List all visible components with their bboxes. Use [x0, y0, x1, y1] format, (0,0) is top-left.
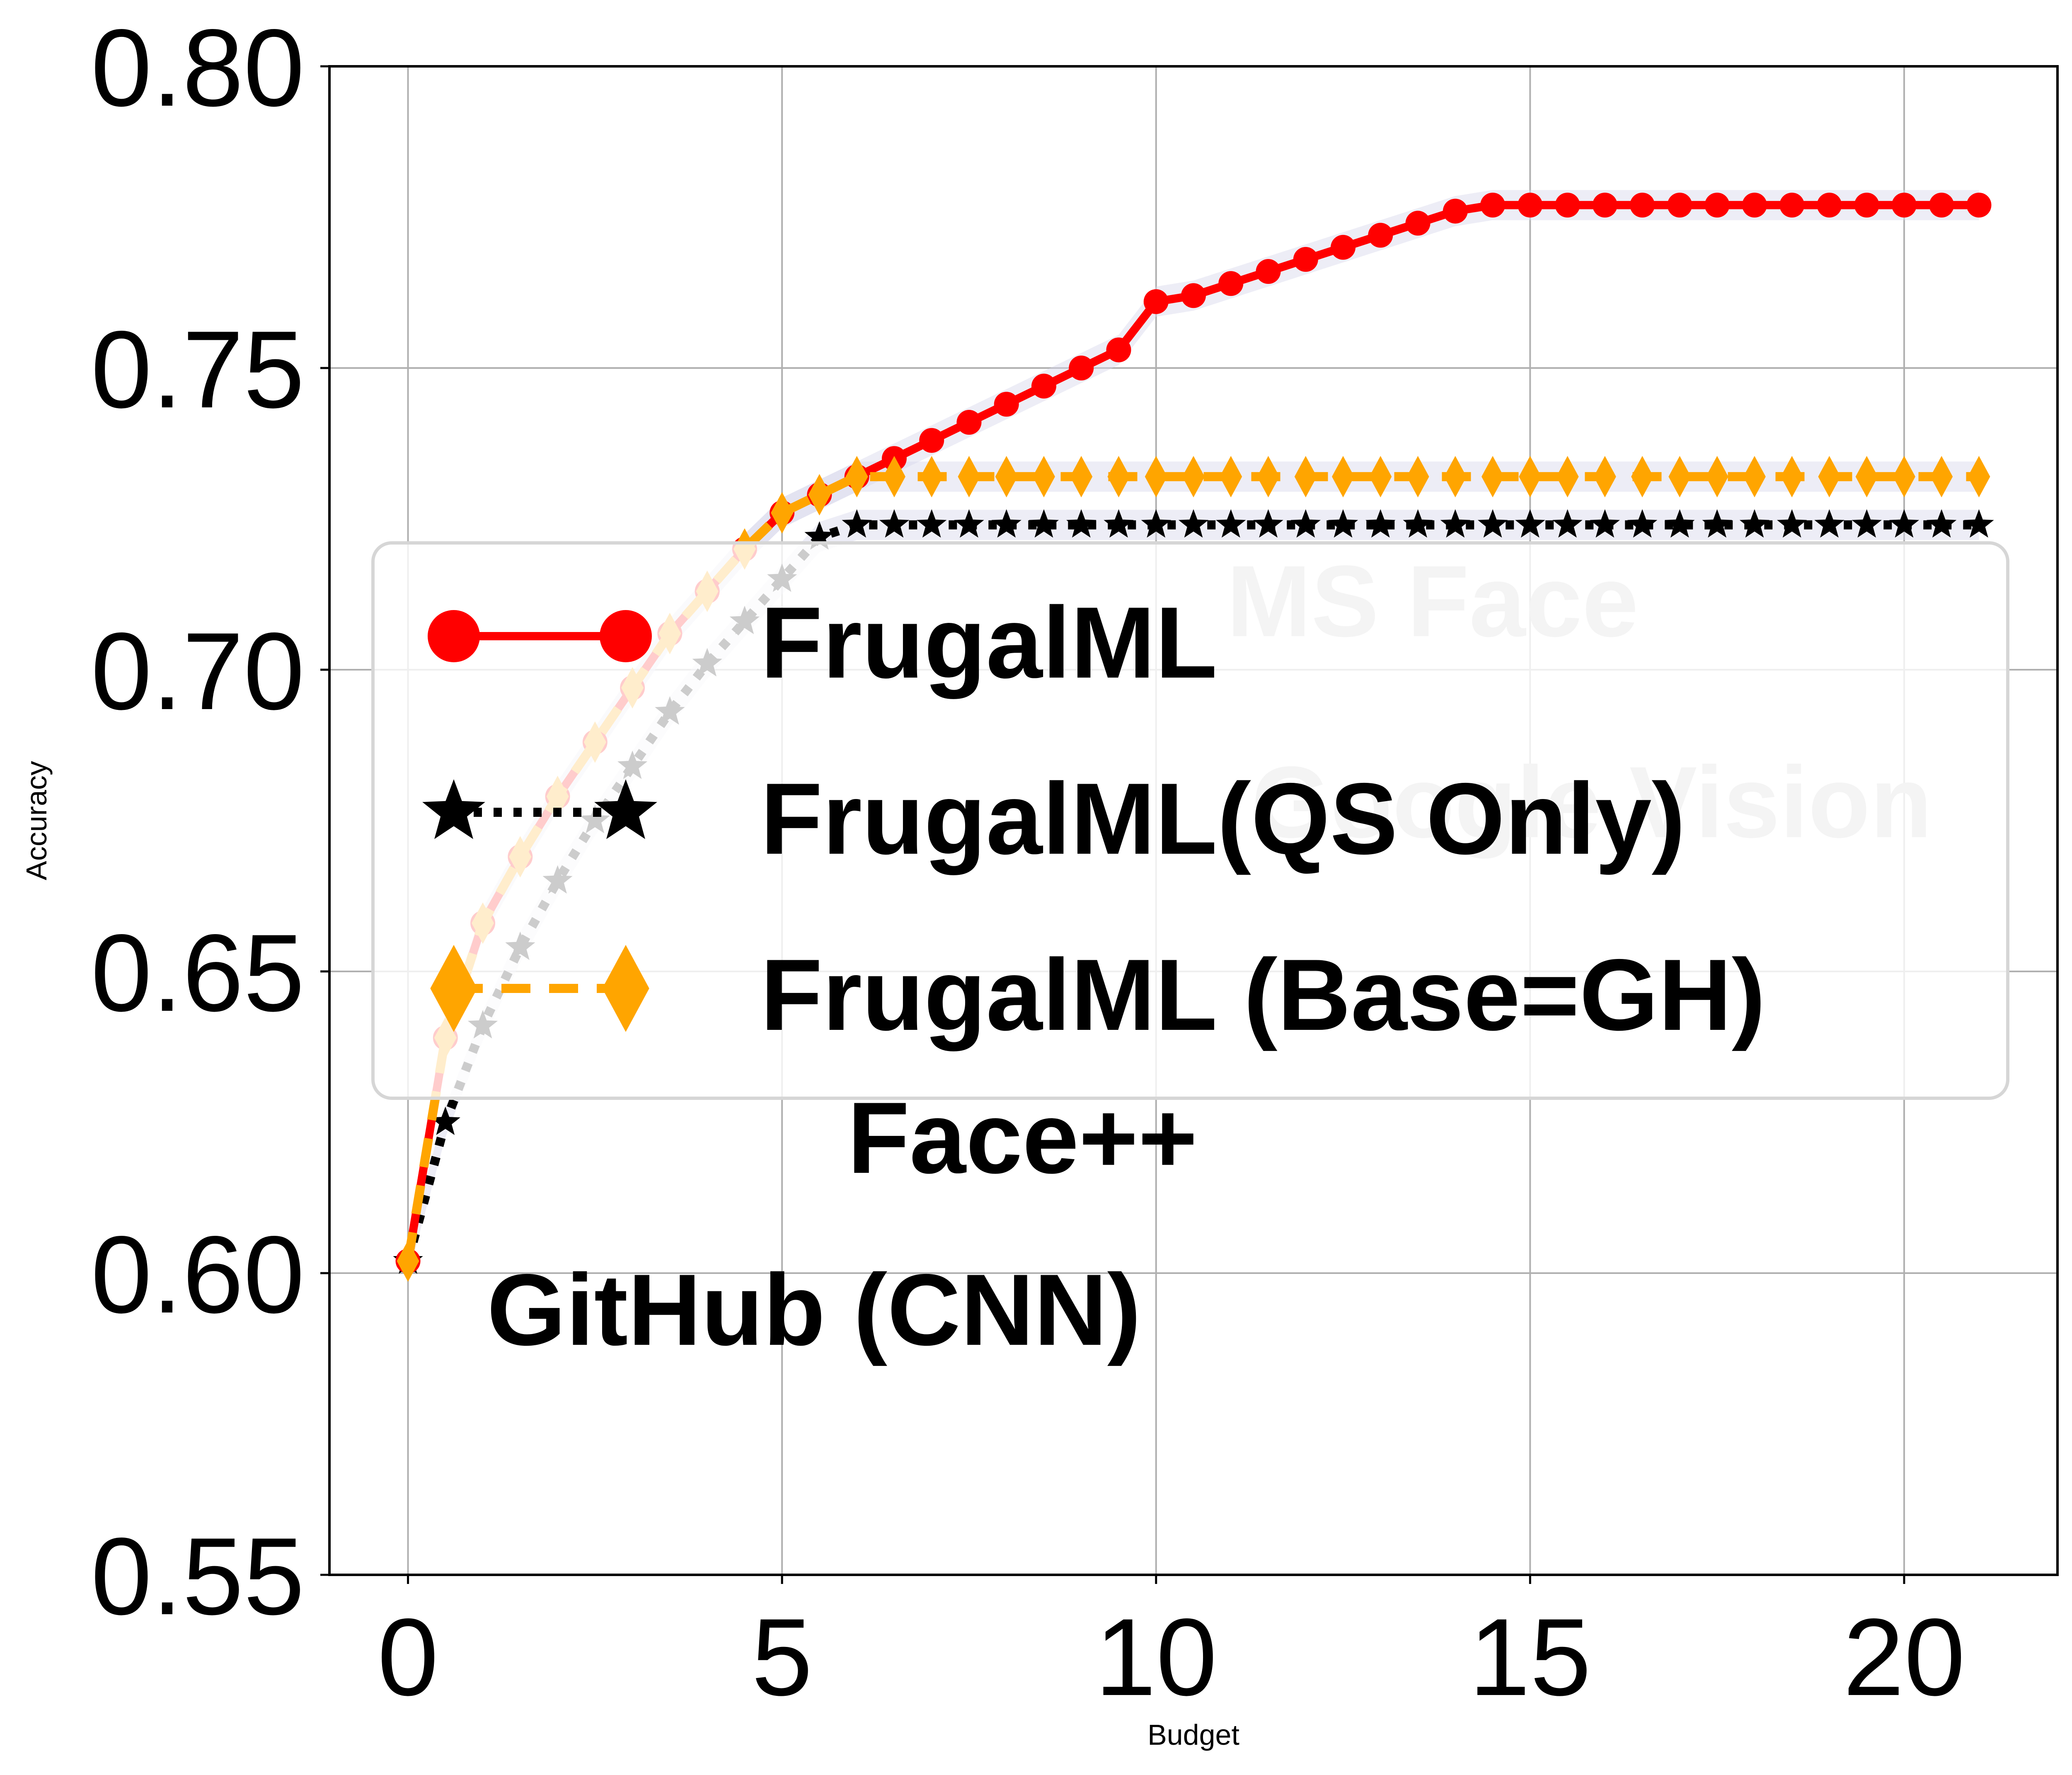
data-point	[956, 410, 981, 435]
data-point	[1293, 247, 1318, 272]
x-tick-label: 0	[378, 1596, 438, 1719]
y-tick-label: 0.70	[91, 610, 305, 733]
data-point	[1518, 193, 1542, 218]
legend-label-frugalml-base-gh: FrugalML (Base=GH)	[760, 938, 1765, 1051]
data-point	[1106, 337, 1131, 362]
legend-marker	[600, 610, 652, 662]
data-point	[1181, 283, 1206, 308]
data-point	[1144, 289, 1169, 314]
data-point	[1069, 356, 1094, 380]
y-tick-label: 0.75	[91, 308, 305, 431]
data-point	[1555, 193, 1580, 218]
legend-label-frugalml-qs-only: FrugalML(QS Only)	[760, 762, 1685, 875]
data-point	[1705, 193, 1730, 218]
data-point	[1966, 193, 1991, 218]
y-tick-label: 0.80	[91, 7, 305, 129]
data-point	[1218, 271, 1243, 296]
data-point	[1031, 374, 1056, 399]
data-point	[1817, 193, 1842, 218]
data-point	[1593, 193, 1617, 218]
data-point	[1929, 193, 1954, 218]
legend: FrugalML FrugalML(QS Only) FrugalML (Bas…	[373, 543, 2008, 1098]
annotation-github-cnn: GitHub (CNN)	[487, 1253, 1141, 1366]
data-point	[1854, 193, 1879, 218]
x-axis-label: Budget	[1147, 1719, 1239, 1751]
x-tick-label: 10	[1095, 1596, 1217, 1719]
data-point	[1742, 193, 1767, 218]
data-point	[1630, 193, 1655, 218]
data-point	[1368, 223, 1393, 248]
data-point	[919, 428, 944, 453]
data-point	[1331, 235, 1356, 260]
data-point	[1406, 211, 1431, 236]
data-point	[1256, 259, 1281, 284]
data-point	[1443, 199, 1468, 223]
data-point	[1480, 193, 1505, 218]
data-point	[994, 392, 1019, 417]
x-tick-label: 20	[1843, 1596, 1965, 1719]
legend-label-frugalml: FrugalML	[760, 586, 1217, 699]
data-point	[1667, 193, 1692, 218]
x-tick-label: 5	[751, 1596, 812, 1719]
data-point	[1779, 193, 1804, 218]
y-tick-label: 0.60	[91, 1213, 305, 1336]
annotation-face-plus-plus: Face++	[847, 1081, 1198, 1194]
legend-marker	[428, 610, 480, 662]
y-axis-label: Accuracy	[20, 761, 53, 880]
y-tick-label: 0.55	[91, 1515, 305, 1638]
x-tick-label: 15	[1469, 1596, 1591, 1719]
y-tick-label: 0.65	[91, 912, 305, 1034]
data-point	[1892, 193, 1917, 218]
